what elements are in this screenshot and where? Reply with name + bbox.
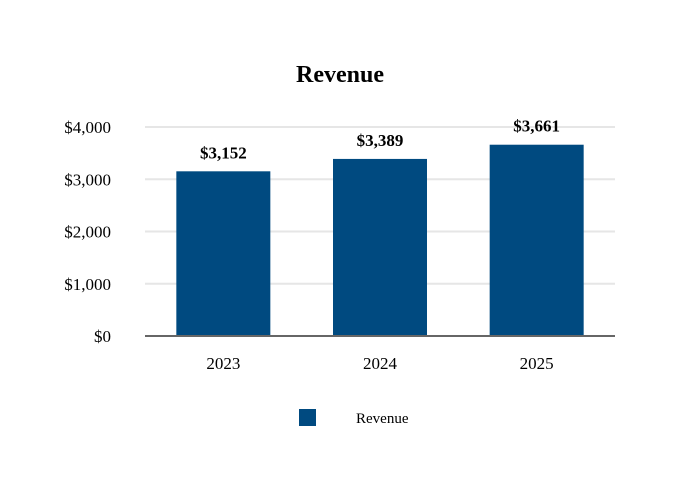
- y-tick-label: $2,000: [64, 223, 111, 242]
- data-label-2023: $3,152: [200, 143, 247, 162]
- x-tick-label: 2024: [363, 354, 398, 373]
- bars: [176, 144, 584, 336]
- data-label-2025: $3,661: [513, 117, 560, 136]
- chart-title: Revenue: [296, 62, 384, 88]
- bar-2024: [333, 158, 427, 336]
- bar-2025: [489, 144, 584, 336]
- y-tick-label: $4,000: [64, 118, 111, 137]
- x-tick-label: 2025: [520, 354, 554, 373]
- x-axis-ticks: 2023 2024 2025: [206, 354, 553, 373]
- bar-2023: [176, 171, 271, 336]
- legend-swatch-revenue: [299, 409, 316, 426]
- y-tick-label: $3,000: [64, 170, 111, 189]
- y-axis-ticks: $0 $1,000 $2,000 $3,000 $4,000: [64, 118, 111, 346]
- legend: Revenue: [299, 409, 409, 427]
- y-tick-label: $0: [94, 327, 111, 346]
- legend-label-revenue: Revenue: [356, 411, 409, 427]
- x-tick-label: 2023: [206, 354, 240, 373]
- y-tick-label: $1,000: [64, 275, 111, 294]
- data-label-2024: $3,389: [357, 131, 404, 150]
- data-labels: $3,152 $3,389 $3,661: [200, 117, 560, 163]
